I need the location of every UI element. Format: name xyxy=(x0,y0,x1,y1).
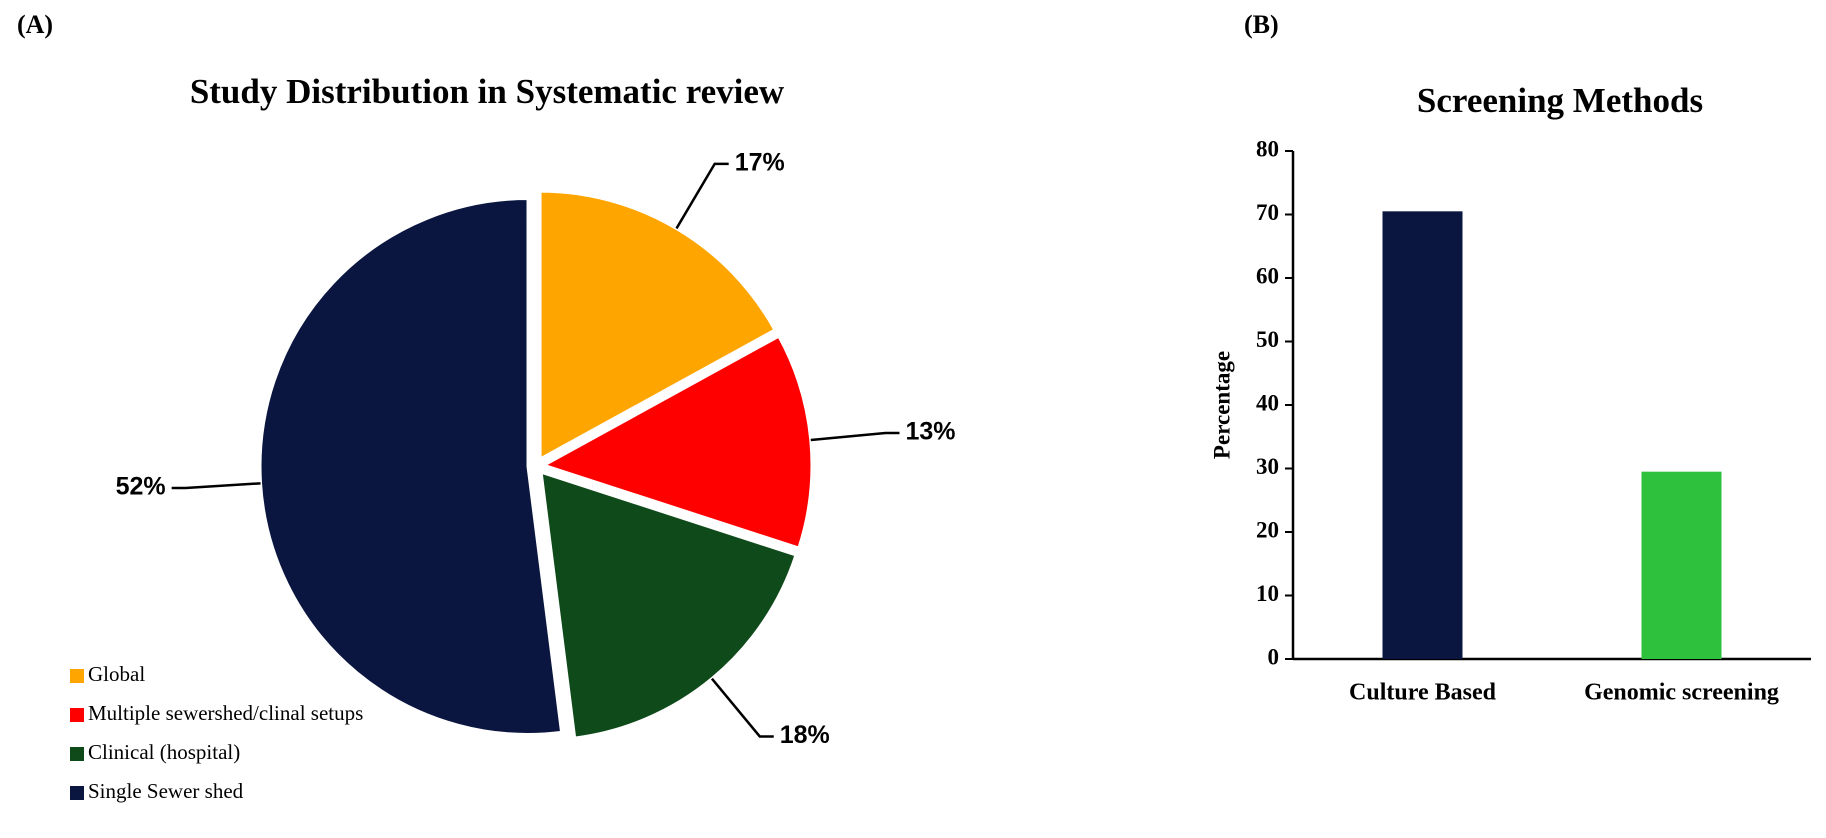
y-tick-label: 30 xyxy=(1256,454,1279,479)
y-tick-label: 60 xyxy=(1256,263,1279,288)
legend-label: Clinical (hospital) xyxy=(88,740,240,764)
legend-swatch xyxy=(70,708,84,722)
chart-title: Study Distribution in Systematic review xyxy=(190,72,785,111)
panel-label: (A) xyxy=(17,10,53,39)
legend-swatch xyxy=(70,669,84,683)
leader-line xyxy=(810,431,900,442)
pie-slice xyxy=(258,196,564,736)
y-tick-label: 50 xyxy=(1256,327,1279,352)
panel-label: (B) xyxy=(1244,10,1279,39)
y-tick-label: 70 xyxy=(1256,200,1279,225)
leader-line xyxy=(675,162,729,230)
y-axis-label: Percentage xyxy=(1209,351,1234,459)
legend-label: Multiple sewershed/clinal setups xyxy=(88,701,363,725)
data-label: 52% xyxy=(116,473,166,501)
legend-swatch xyxy=(70,747,84,761)
pie-slice xyxy=(540,334,814,550)
y-tick-label: 10 xyxy=(1256,581,1279,606)
y-tick-label: 20 xyxy=(1256,517,1279,542)
y-tick-label: 40 xyxy=(1256,390,1279,415)
legend-label: Single Sewer shed xyxy=(88,779,244,803)
data-label: 18% xyxy=(780,721,830,749)
pie-slice xyxy=(538,189,777,462)
leader-line xyxy=(171,482,261,490)
legend-swatch xyxy=(70,786,84,800)
x-tick-label: Culture Based xyxy=(1349,680,1497,706)
pie-slice xyxy=(539,470,798,740)
data-label: 17% xyxy=(735,148,785,176)
y-tick-label: 80 xyxy=(1256,136,1279,161)
bar xyxy=(1641,471,1722,659)
legend-label: Global xyxy=(88,662,145,686)
bar xyxy=(1382,211,1463,659)
leader-line xyxy=(710,677,774,738)
data-label: 13% xyxy=(905,418,955,446)
y-tick-label: 0 xyxy=(1268,644,1280,669)
x-tick-label: Genomic screening xyxy=(1584,680,1779,706)
chart-title: Screening Methods xyxy=(1417,81,1703,120)
